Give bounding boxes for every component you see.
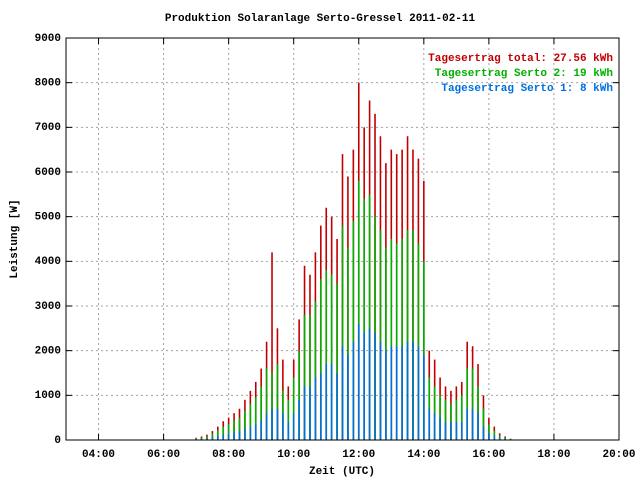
y-tick-label: 1000 bbox=[35, 390, 61, 402]
y-tick-label: 8000 bbox=[35, 78, 61, 90]
y-tick-label: 7000 bbox=[35, 122, 61, 134]
x-tick-label: 08:00 bbox=[212, 449, 245, 461]
y-tick-label: 2000 bbox=[35, 346, 61, 358]
x-tick-label: 04:00 bbox=[82, 449, 115, 461]
x-tick-label: 14:00 bbox=[407, 449, 440, 461]
y-tick-label: 9000 bbox=[35, 33, 61, 45]
x-tick-label: 18:00 bbox=[537, 449, 570, 461]
x-tick-label: 16:00 bbox=[472, 449, 505, 461]
legend-entry: Tagesertrag total: 27.56 kWh bbox=[428, 53, 613, 65]
x-tick-label: 06:00 bbox=[147, 449, 180, 461]
y-tick-label: 5000 bbox=[35, 212, 61, 224]
y-tick-label: 3000 bbox=[35, 301, 61, 313]
chart-title: Produktion Solaranlage Serto-Gressel 201… bbox=[165, 13, 476, 25]
legend-entry: Tagesertrag Serto 2: 19 kWh bbox=[435, 68, 613, 80]
y-tick-label: 6000 bbox=[35, 167, 61, 179]
y-axis-label: Leistung [W] bbox=[9, 199, 21, 278]
x-tick-label: 12:00 bbox=[342, 449, 375, 461]
legend-entry: Tagesertrag Serto 1: 8 kWh bbox=[441, 83, 613, 95]
y-tick-label: 0 bbox=[54, 435, 61, 447]
x-tick-label: 20:00 bbox=[602, 449, 635, 461]
x-tick-label: 10:00 bbox=[277, 449, 310, 461]
y-tick-label: 4000 bbox=[35, 256, 61, 268]
x-axis-label: Zeit (UTC) bbox=[309, 466, 375, 478]
plot-frame bbox=[65, 37, 620, 441]
